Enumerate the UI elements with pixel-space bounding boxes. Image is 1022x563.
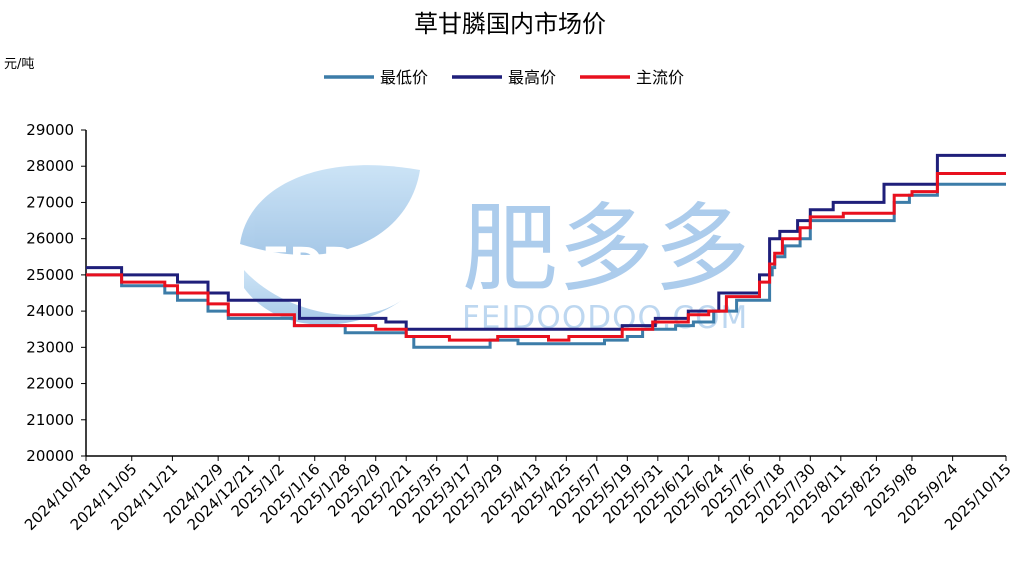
y-tick-label: 22000 (26, 375, 74, 393)
chart-title: 草甘膦国内市场价 (414, 10, 606, 38)
legend-label-3: 主流价 (636, 68, 684, 87)
y-tick-label: 23000 (26, 338, 74, 356)
legend-label-1: 最低价 (380, 68, 428, 87)
watermark: FDD 肥多多 FEIDOODOO.COM (240, 165, 750, 336)
y-tick-label: 24000 (26, 302, 74, 320)
watermark-logo-text: FDD (262, 240, 356, 286)
y-tick-label: 20000 (26, 447, 74, 465)
y-tick-label: 26000 (26, 230, 74, 248)
y-tick-label: 28000 (26, 157, 74, 175)
series-group (86, 153, 1006, 349)
series-line-3 (86, 172, 1006, 342)
y-tick-label: 27000 (26, 193, 74, 211)
y-tick-label: 29000 (26, 121, 74, 139)
watermark-logo: FDD (240, 165, 420, 325)
y-axis: 20000 21000 22000 23000 24000 25000 26000 27000… (26, 121, 87, 465)
y-tick-label: 25000 (26, 266, 74, 284)
legend: 最低价 最高价 主流价 (324, 68, 684, 87)
y-tick-label: 21000 (26, 411, 74, 429)
y-axis-unit-label: 元/吨 (4, 57, 34, 72)
x-axis: 2024/10/182024/11/052024/11/212024/12/92… (21, 455, 1015, 534)
legend-label-2: 最高价 (508, 68, 556, 87)
watermark-brand-text: 肥多多 (462, 193, 750, 305)
